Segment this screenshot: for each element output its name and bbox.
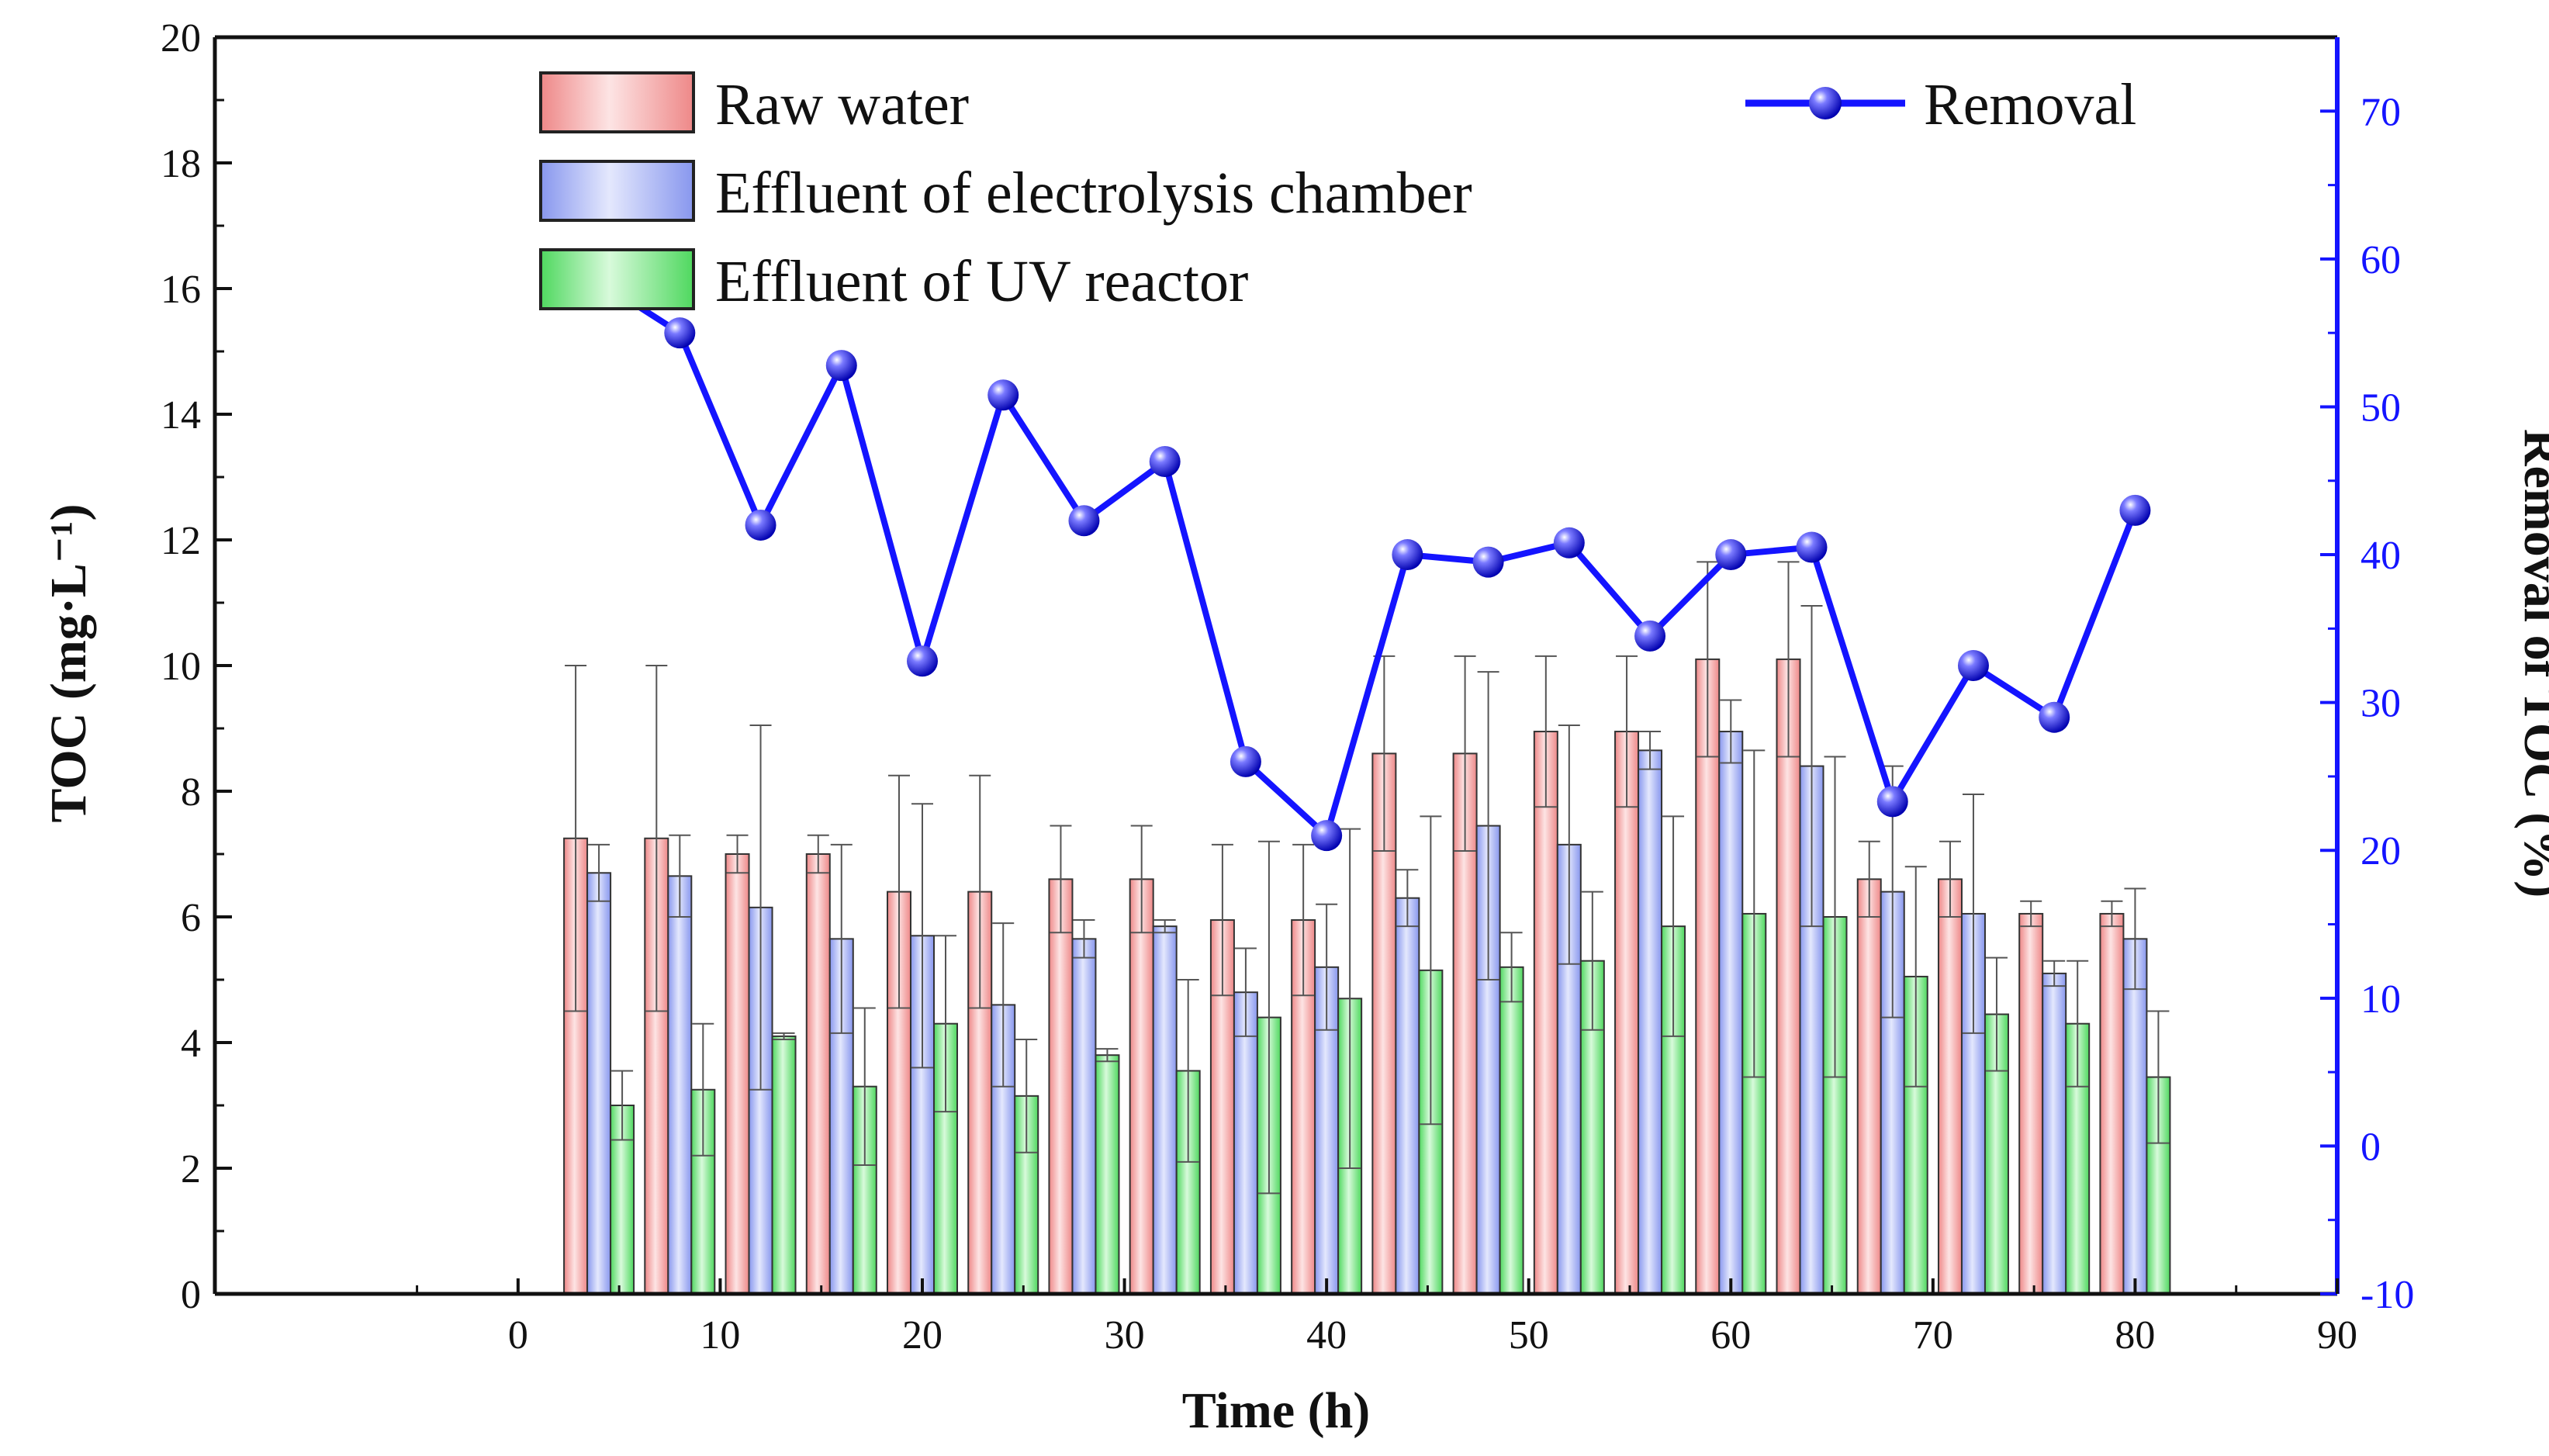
legend-label-raw-water: Raw water	[715, 72, 969, 137]
bar-electrolysis-t56	[1638, 749, 1663, 1295]
removal-point-t28	[1068, 505, 1100, 537]
legend-swatch-raw-water	[539, 71, 695, 133]
removal-point-t24	[987, 379, 1019, 411]
removal-point-t36	[1230, 745, 1261, 777]
bar-raw-water-t56	[1614, 731, 1640, 1295]
bar-electrolysis-t60	[1718, 731, 1744, 1295]
y-tick-label-right: 0	[2361, 1125, 2381, 1169]
legend: Raw water Effluent of electrolysis chamb…	[539, 71, 2136, 314]
bar-electrolysis-t32	[1152, 925, 1178, 1295]
removal-point-t80	[2119, 494, 2151, 526]
bar-electrolysis-t76	[2042, 972, 2067, 1295]
x-tick-label: 40	[1306, 1313, 1347, 1357]
removal-point-t60	[1715, 539, 1747, 571]
y-tick-label-left: 0	[181, 1273, 201, 1317]
y-tick-label-right: 50	[2361, 386, 2401, 430]
bar-raw-water-t28	[1048, 878, 1074, 1295]
removal-line	[597, 278, 2139, 839]
removal-point-t44	[1392, 539, 1423, 571]
removal-point-t12	[745, 509, 776, 541]
bar-uv-reactor-t12	[771, 1035, 797, 1295]
y-tick-label-left: 18	[161, 142, 201, 186]
y-tick-label-left: 2	[181, 1147, 201, 1191]
removal-point-t64	[1796, 531, 1828, 563]
removal-point-t76	[2039, 701, 2070, 733]
removal-point-t16	[825, 350, 857, 382]
bar-raw-water-t76	[2018, 912, 2044, 1295]
bar-raw-water-t68	[1856, 878, 1882, 1295]
x-tick-label: 10	[700, 1313, 740, 1357]
y-tick-label-left: 4	[181, 1022, 201, 1066]
y-tick-label-right: 30	[2361, 682, 2401, 726]
bar-raw-water-t16	[805, 853, 831, 1295]
removal-point-t56	[1634, 620, 1666, 652]
bar-raw-water-t72	[1937, 878, 1963, 1295]
y-tick-label-right: 10	[2361, 977, 2401, 1022]
removal-point-t68	[1876, 786, 1908, 818]
x-tick-label: 80	[2115, 1313, 2155, 1357]
y-tick-label-left: 16	[161, 268, 201, 312]
bar-group	[563, 658, 2171, 1295]
bar-raw-water-t12	[725, 853, 750, 1295]
bar-electrolysis-t80	[2122, 938, 2148, 1295]
y-tick-label-left: 12	[161, 519, 201, 563]
x-tick-label: 20	[902, 1313, 942, 1357]
y-axis-title-left: TOC (mg·L⁻¹)	[40, 504, 97, 823]
legend-label-electrolysis: Effluent of electrolysis chamber	[715, 161, 1472, 226]
bar-raw-water-t64	[1776, 658, 1801, 1295]
bar-electrolysis-t4	[586, 872, 612, 1295]
y-tick-label-right: 20	[2361, 829, 2401, 873]
x-tick-label: 0	[508, 1313, 528, 1357]
x-axis-title: Time (h)	[1182, 1382, 1371, 1439]
bar-uv-reactor-t48	[1499, 966, 1524, 1295]
legend-swatch-uv-reactor	[539, 248, 695, 310]
removal-line-group	[583, 265, 2151, 852]
removal-point-t32	[1149, 445, 1181, 477]
y-tick-label-right: 40	[2361, 534, 2401, 578]
removal-point-t52	[1553, 527, 1585, 559]
bar-raw-water-t32	[1129, 878, 1154, 1295]
bar-raw-water-t52	[1533, 731, 1558, 1295]
y-tick-label-right: -10	[2361, 1273, 2414, 1317]
bar-electrolysis-t44	[1395, 897, 1420, 1295]
error-bar-group	[565, 561, 2170, 1195]
y-axis-title-right: Removal of TOC (%)	[2513, 429, 2549, 897]
y-tick-label-left: 20	[161, 16, 201, 61]
x-tick-label: 90	[2317, 1313, 2357, 1357]
tick-group: 0 2 4 6 8 10 12 14 16 18 20 -10 0 10 20 30 40 50 60 70 0 10 20…	[161, 16, 2414, 1357]
bar-electrolysis-t8	[667, 875, 693, 1295]
legend-swatch-electrolysis	[539, 160, 695, 222]
y-tick-label-left: 14	[161, 393, 201, 437]
removal-point-t72	[1957, 650, 1989, 681]
bar-raw-water-t80	[2099, 912, 2125, 1295]
y-tick-label-right: 60	[2361, 238, 2401, 282]
removal-point-t20	[907, 645, 938, 677]
x-tick-label: 70	[1913, 1313, 1953, 1357]
x-tick-label: 60	[1710, 1313, 1751, 1357]
bar-electrolysis-t36	[1233, 991, 1258, 1295]
bar-electrolysis-t52	[1556, 843, 1582, 1295]
y-tick-label-left: 8	[181, 770, 201, 814]
y-tick-label-left: 10	[161, 645, 201, 689]
x-tick-label: 50	[1509, 1313, 1549, 1357]
y-tick-label-left: 6	[181, 896, 201, 940]
legend-label-uv-reactor: Effluent of UV reactor	[715, 249, 1248, 314]
removal-point-t8	[664, 317, 696, 349]
removal-point-t40	[1311, 820, 1343, 852]
removal-point-t48	[1472, 546, 1504, 578]
x-tick-label: 30	[1105, 1313, 1145, 1357]
legend-marker-removal	[1809, 87, 1842, 119]
y-tick-label-right: 70	[2361, 90, 2401, 134]
bar-uv-reactor-t28	[1095, 1054, 1120, 1295]
bar-electrolysis-t28	[1071, 938, 1097, 1295]
legend-label-removal: Removal	[1924, 72, 2136, 137]
